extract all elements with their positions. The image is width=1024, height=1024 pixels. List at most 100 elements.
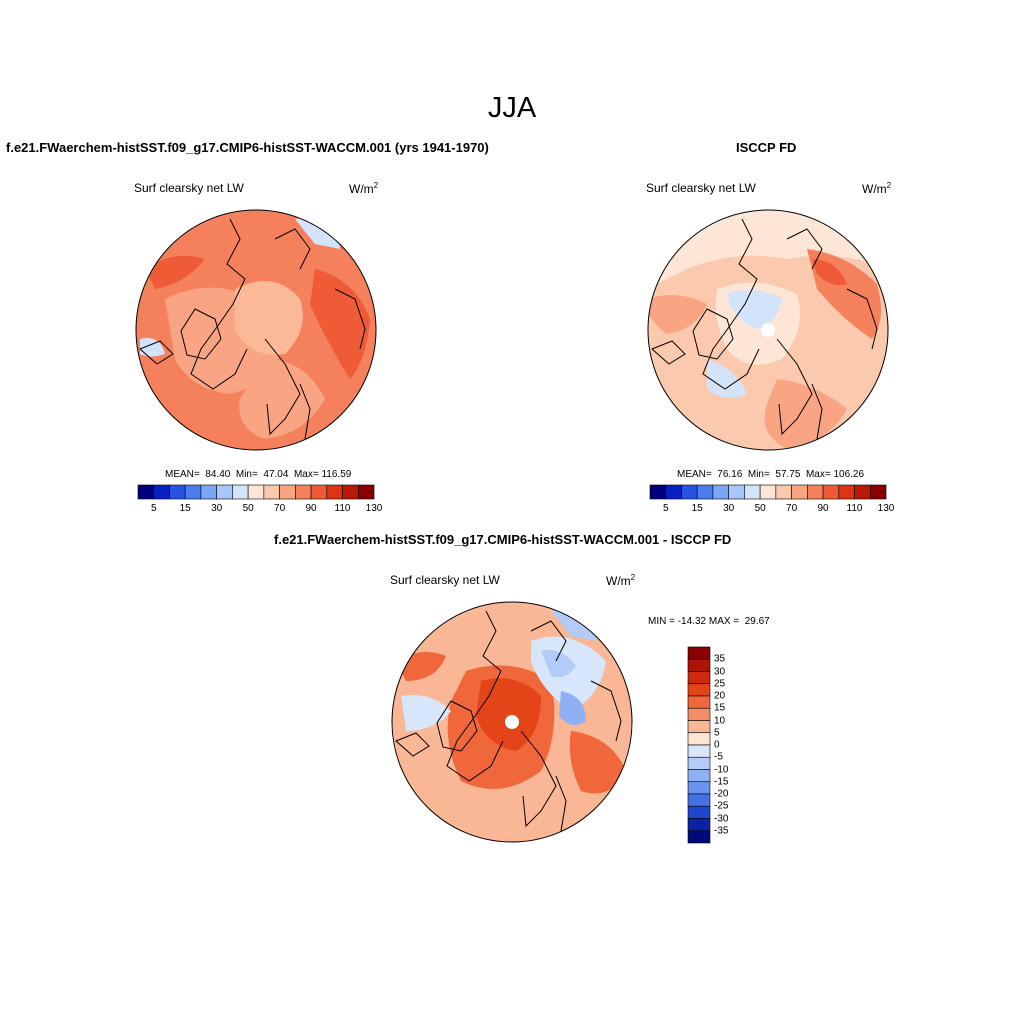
obs-colorbar-swatch: [838, 484, 855, 500]
model-colorbar-tick-label: 130: [365, 503, 383, 514]
model-map-border: [135, 209, 377, 451]
obs-colorbar-swatch: [696, 484, 714, 500]
obs-colorbar-swatch: [744, 484, 761, 500]
obs-coastlines: [651, 218, 878, 440]
model-colorbar-swatch: [153, 484, 170, 500]
diff-colorbar-swatch: [687, 671, 711, 685]
diff-colorbar-tick-label: -5: [714, 751, 723, 763]
model-colorbar-swatch: [357, 484, 375, 500]
obs-map-border: [647, 209, 889, 451]
diff-coastlines: [395, 610, 622, 832]
model-contour-region: [145, 255, 205, 289]
model-colorbar-swatch: [216, 484, 233, 500]
diff-contour-region: [401, 695, 451, 731]
obs-colorbar-swatch: [791, 484, 808, 500]
obs-polar-gap: [761, 323, 775, 337]
model-colorbar-swatch: [279, 484, 296, 500]
obs-variable-label: Surf clearsky net LW: [646, 181, 756, 195]
obs-colorbar-tick-label: 130: [877, 503, 895, 514]
obs-colorbar-tick-label: 5: [662, 503, 669, 514]
obs-stats: MEAN= 76.16 Min= 57.75 Max= 106.26: [677, 469, 865, 480]
model-colorbar-swatch: [326, 484, 343, 500]
model-colorbar-tick-label: 5: [150, 503, 157, 514]
diff-units-label: W/m2: [606, 573, 636, 588]
obs-colorbar-tick-label: 70: [786, 503, 798, 514]
obs-colorbar-tick-label: 15: [691, 503, 703, 514]
model-colorbar-swatch: [295, 484, 312, 500]
model-panel-title: f.e21.FWaerchem-histSST.f09_g17.CMIP6-hi…: [6, 140, 489, 155]
obs-colorbar-swatch: [775, 484, 792, 500]
obs-contour-region: [707, 359, 747, 398]
obs-contour-region: [648, 210, 888, 289]
diff-contour-region: [541, 650, 576, 678]
diff-colorbar-tick-label: -35: [714, 825, 729, 837]
diff-colorbar-tick-label: 0: [714, 739, 720, 751]
model-contour-region: [140, 338, 165, 357]
model-colorbar-swatch: [200, 484, 217, 500]
model-colorbar-tick-label: 90: [305, 503, 317, 514]
obs-contour-region: [727, 290, 782, 329]
diff-colorbar-tick-label: 25: [714, 678, 726, 690]
diff-panel-title: f.e21.FWaerchem-histSST.f09_g17.CMIP6-hi…: [274, 532, 732, 547]
diff-colorbar-tick-label: 15: [714, 702, 726, 714]
model-colorbar-tick-label: 110: [334, 503, 351, 514]
model-colorbar-swatch: [310, 484, 328, 500]
diff-colorbar-tick-label: -25: [714, 800, 729, 812]
diff-colorbar-tick-label: -10: [714, 764, 729, 775]
obs-panel-title: ISCCP FD: [736, 140, 797, 155]
diff-colorbar-tick-label: -20: [714, 788, 729, 800]
diff-contour-region: [476, 678, 541, 751]
obs-colorbar-swatch: [807, 484, 824, 500]
model-colorbar-swatch: [232, 484, 249, 500]
figure-title: JJA: [487, 92, 537, 124]
obs-colorbar-swatch: [681, 484, 698, 500]
diff-colorbar-tick-label: -30: [714, 813, 729, 824]
obs-colorbar-swatch: [728, 484, 745, 500]
diff-colorbar-tick-label: 10: [714, 715, 726, 726]
diff-colorbar-swatch: [687, 744, 711, 758]
diff-colorbar-swatch: [687, 830, 711, 844]
model-variable-label: Surf clearsky net LW: [134, 181, 244, 195]
diff-polar-gap: [505, 715, 519, 729]
obs-colorbar-tick-label: 110: [846, 503, 863, 514]
obs-colorbar-tick-label: 50: [754, 503, 766, 514]
obs-colorbar-swatch: [649, 484, 667, 500]
model-colorbar-tick-label: 30: [211, 503, 223, 514]
model-colorbar-swatch: [247, 484, 265, 500]
diff-colorbar-swatch: [687, 781, 711, 795]
obs-colorbar: [649, 484, 887, 500]
obs-colorbar-swatch: [822, 484, 840, 500]
diff-contour-region: [559, 691, 586, 725]
obs-colorbar-swatch: [712, 484, 729, 500]
model-colorbar-swatch: [342, 484, 359, 500]
model-stats: MEAN= 84.40 Min= 47.04 Max= 116.59: [165, 469, 352, 480]
model-colorbar-swatch: [184, 484, 202, 500]
diff-colorbar-swatch: [687, 707, 711, 721]
model-units-label: W/m2: [349, 181, 379, 196]
model-colorbar-tick-label: 15: [179, 503, 191, 514]
diff-colorbar-tick-label: -15: [714, 776, 729, 788]
model-coastlines: [139, 218, 366, 440]
diff-colorbar-tick-label: 5: [714, 727, 720, 739]
obs-colorbar-tick-label: 30: [723, 503, 735, 514]
diff-colorbar-swatch: [687, 695, 711, 709]
obs-colorbar-tick-label: 90: [817, 503, 829, 514]
diff-colorbar-swatch: [687, 769, 711, 783]
obs-colorbar-swatch: [759, 484, 777, 500]
model-colorbar-tick-label: 50: [242, 503, 254, 514]
obs-colorbar-swatch: [665, 484, 682, 500]
obs-colorbar-swatch: [869, 484, 887, 500]
diff-map-border: [391, 601, 633, 843]
model-colorbar-swatch: [263, 484, 280, 500]
diff-stats: MIN = -14.32 MAX = 29.67: [648, 616, 770, 627]
obs-contour-region: [812, 259, 847, 286]
diff-polar-map: [391, 601, 633, 843]
diff-colorbar-tick-label: 20: [714, 690, 726, 702]
model-contour-region: [239, 359, 325, 439]
obs-units-label: W/m2: [862, 181, 892, 196]
model-colorbar-swatch: [169, 484, 186, 500]
obs-contour-region: [648, 295, 707, 334]
diff-colorbar-swatch: [687, 756, 711, 770]
diff-colorbar-swatch: [687, 793, 711, 807]
diff-colorbar-swatch: [687, 805, 711, 819]
